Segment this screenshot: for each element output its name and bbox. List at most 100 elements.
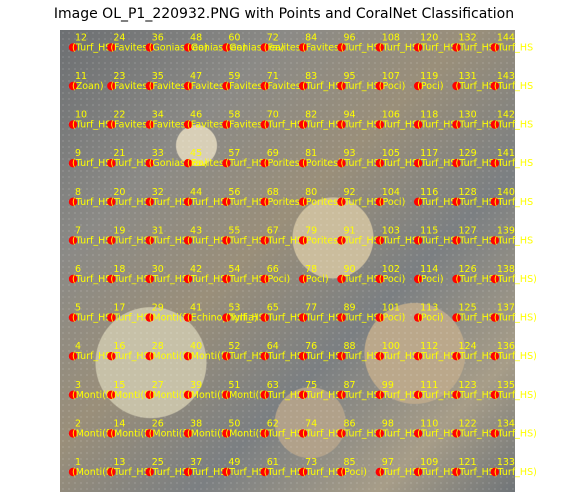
point-number: 75 [305,380,317,391]
survey-point [375,274,384,284]
point-classification: (Turf_HS [417,42,456,53]
point-number: 92 [343,187,355,198]
survey-point [222,429,231,438]
point-number: 61 [267,457,279,468]
point-classification: (Porites) [264,197,304,208]
point-number: 99 [382,380,394,391]
point-classification: (Turf_HS [225,274,264,285]
point-classification: (Turf_HS [149,274,188,285]
survey-point [452,274,461,284]
survey-point [490,467,500,477]
survey-point [298,429,308,438]
survey-point [260,43,269,52]
point-classification: (Poci) [264,274,290,285]
point-classification: (Turf_HS [110,313,149,324]
point-number: 35 [152,71,164,82]
point-number: 135 [497,380,515,391]
point-classification: (Turf_HS [379,467,418,478]
point-classification: (Monti(f) [72,467,113,478]
point-number: 131 [459,71,477,82]
survey-point [490,274,500,284]
point-number: 93 [343,148,355,159]
point-number: 121 [459,457,477,468]
point-number: 7 [75,225,81,236]
survey-point [375,429,384,438]
point-number: 62 [267,418,279,429]
point-classification: (Turf_HS [72,42,111,53]
survey-point [68,43,78,52]
point-classification: (Turf_HS [340,351,379,362]
point-number: 57 [228,148,240,159]
point-number: 15 [113,380,125,391]
survey-point [222,159,231,168]
point-number: 42 [190,264,202,275]
point-number: 110 [420,418,438,429]
point-number: 134 [497,418,515,429]
point-classification: (Turf_HS [72,313,111,324]
survey-point [452,429,461,438]
point-classification: (Turf_HS [340,428,379,439]
point-number: 109 [420,457,438,468]
point-number: 44 [190,187,202,198]
point-classification: (Turf_HS [494,120,533,131]
point-classification: (Turf_HS) [494,428,537,439]
point-number: 12 [75,32,87,43]
survey-point [298,120,308,129]
point-number: 47 [190,71,202,82]
survey-point [222,236,231,245]
point-classification: (Turf_HS [225,351,264,362]
point-number: 66 [267,264,279,275]
point-number: 14 [113,418,125,429]
survey-point [183,352,193,361]
survey-point [260,236,269,245]
point-classification: (Favites) [110,120,151,131]
point-classification: (Turf_HS) [494,274,537,285]
point-number: 51 [228,380,240,391]
survey-point [298,159,308,168]
point-number: 11 [75,71,87,82]
survey-point [375,467,384,477]
survey-point [413,43,423,52]
point-classification: (Turf_HS [264,351,303,362]
point-number: 71 [267,71,279,82]
point-classification: (Turf_HS [72,120,111,131]
point-number: 59 [228,71,240,82]
point-number: 114 [420,264,438,275]
survey-point [298,43,308,52]
point-number: 5 [75,303,81,314]
point-number: 141 [497,148,515,159]
point-classification: (Turf_HS [417,158,456,169]
point-classification: (Poci) [340,467,366,478]
point-classification: (Turf_HS [417,351,456,362]
point-classification: (Turf_HS) [456,313,499,324]
point-number: 49 [228,457,240,468]
point-number: 39 [190,380,202,391]
survey-point [375,236,384,245]
survey-point [413,390,423,399]
point-number: 142 [497,110,515,121]
survey-point [145,197,154,206]
point-classification: (Poci) [379,81,405,92]
survey-point [183,390,193,399]
point-classification: (Turf_HS [340,158,379,169]
point-classification: (Turf_HS [187,235,226,246]
point-number: 88 [343,341,355,352]
survey-point [183,274,193,284]
point-classification: (Turf_HS [264,235,303,246]
survey-point [298,313,308,322]
survey-point [298,467,308,477]
point-number: 58 [228,110,240,121]
point-number: 100 [382,341,400,352]
point-number: 119 [420,71,438,82]
point-number: 32 [152,187,164,198]
survey-point [490,81,500,91]
survey-point [413,274,423,284]
survey-point [183,236,193,245]
point-number: 1 [75,457,81,468]
point-classification: (Turf_HS [72,274,111,285]
point-number: 97 [382,457,394,468]
survey-point [107,352,116,361]
survey-point [68,352,78,361]
point-number: 124 [459,341,477,352]
point-classification: (Turf_HS [72,158,111,169]
